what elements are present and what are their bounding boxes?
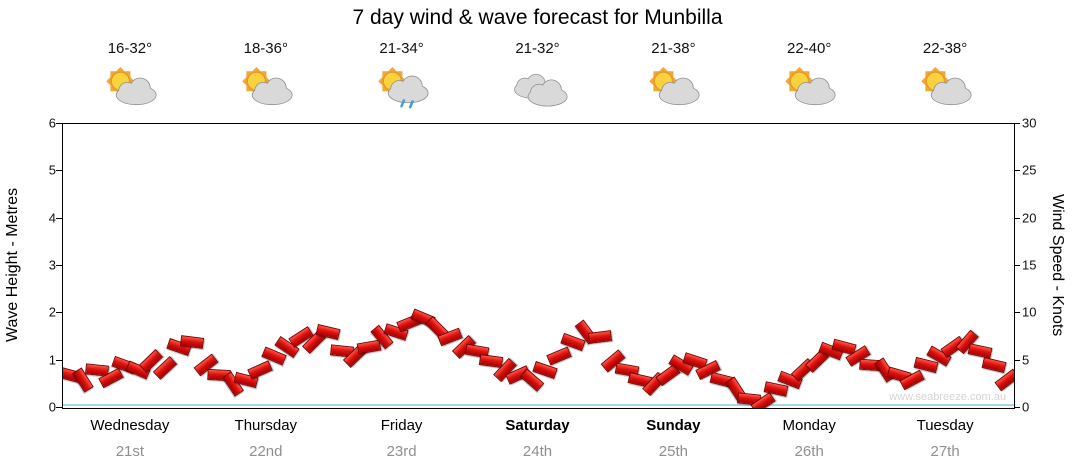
day-date: 26th — [794, 443, 824, 460]
wind-flag — [967, 343, 993, 359]
left-axis-title: Wave Height - Metres — [4, 187, 21, 343]
right-axis-tick — [1014, 407, 1020, 408]
sun-cloud-icon — [914, 63, 976, 111]
day-name: Monday — [782, 417, 836, 434]
wave-height-line — [63, 404, 1014, 406]
sun-cloud-icon — [642, 63, 704, 111]
wind-flag — [546, 346, 572, 366]
day-date: 22nd — [249, 443, 283, 460]
right-axis-tick — [1014, 265, 1020, 266]
left-axis-tick-label: 5 — [48, 162, 56, 178]
day-name: Saturday — [505, 417, 570, 434]
cloud-icon — [507, 63, 569, 111]
left-axis-tick-label: 4 — [48, 210, 56, 226]
left-axis-tick-label: 2 — [48, 304, 56, 320]
left-axis-tick — [56, 265, 62, 266]
right-axis-tick-label: 0 — [1022, 399, 1030, 415]
wind-flag — [981, 357, 1007, 374]
right-axis-tick — [1014, 312, 1020, 314]
day-name: Sunday — [646, 417, 701, 434]
right-axis-title: Wind Speed - Knots — [1049, 193, 1066, 337]
sun-cloud-rain-icon — [371, 63, 433, 111]
right-axis-tick-label: 20 — [1022, 210, 1037, 226]
sun-cloud-icon — [99, 63, 161, 111]
left-axis-tick-label: 1 — [48, 352, 56, 368]
left-axis-tick — [56, 217, 62, 219]
day-temp: 21-34° — [379, 40, 424, 57]
right-axis-tick — [1014, 123, 1020, 124]
left-axis-tick — [56, 312, 62, 314]
day-temp: 16-32° — [107, 40, 153, 57]
day-name: Wednesday — [90, 417, 170, 434]
plot-area: www.seabreeze.com.au — [62, 123, 1015, 409]
day-date: 27th — [930, 443, 960, 460]
sun-cloud-icon — [778, 63, 840, 111]
day-name: Thursday — [234, 417, 298, 434]
wind-flag — [587, 330, 612, 344]
left-axis-tick — [56, 359, 62, 361]
day-date: 25th — [658, 443, 688, 460]
right-axis-tick — [1014, 170, 1020, 172]
day-temp: 22-40° — [787, 40, 832, 57]
day-date: 21st — [115, 443, 145, 460]
left-axis-tick-label: 6 — [48, 115, 56, 131]
day-temp: 18-36° — [243, 40, 288, 57]
day-date: 24th — [522, 443, 553, 460]
day-name: Tuesday — [916, 417, 974, 434]
left-axis-tick — [56, 123, 62, 124]
right-axis-tick — [1014, 217, 1020, 219]
day-name: Friday — [380, 417, 423, 434]
chart-title: 7 day wind & wave forecast for Munbilla — [352, 6, 723, 29]
right-axis-tick-label: 10 — [1022, 304, 1037, 320]
right-axis-tick-label: 25 — [1022, 162, 1037, 178]
wind-flag — [478, 353, 504, 368]
day-temp: 22-38° — [922, 40, 968, 57]
right-axis-tick — [1014, 359, 1020, 361]
day-temp: 21-38° — [651, 40, 696, 57]
left-axis-tick-label: 3 — [48, 257, 56, 273]
right-axis-tick-label: 30 — [1022, 115, 1037, 131]
right-axis-tick-label: 15 — [1022, 257, 1037, 273]
wind-flag — [180, 334, 205, 349]
left-axis-tick — [56, 170, 62, 172]
right-axis-tick-label: 5 — [1022, 352, 1030, 368]
left-axis-tick-label: 0 — [48, 399, 56, 415]
left-axis-tick — [56, 407, 62, 408]
day-date: 23rd — [386, 443, 417, 460]
watermark: www.seabreeze.com.au — [889, 391, 1006, 403]
wind-flag — [247, 360, 273, 380]
sun-cloud-icon — [235, 63, 297, 111]
day-temp: 21-32° — [515, 40, 560, 57]
wind-flag — [356, 339, 381, 354]
